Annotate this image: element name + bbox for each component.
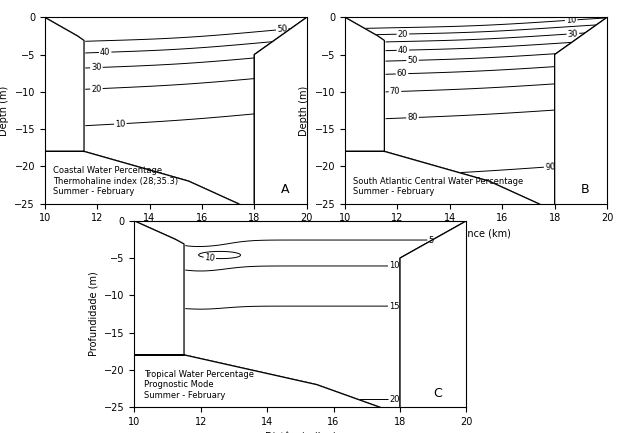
Y-axis label: Depth (m): Depth (m)	[0, 85, 9, 136]
Text: 50: 50	[277, 25, 288, 35]
X-axis label: Distance (km): Distance (km)	[141, 229, 210, 239]
Text: Tropical Water Percentage
Prognostic Mode
Summer - February: Tropical Water Percentage Prognostic Mod…	[144, 370, 254, 400]
Text: 70: 70	[390, 87, 401, 96]
Text: 50: 50	[407, 56, 418, 65]
Text: 20: 20	[397, 29, 408, 39]
Text: 40: 40	[100, 48, 111, 57]
Text: 10: 10	[115, 119, 126, 129]
Y-axis label: Profundidade (m): Profundidade (m)	[88, 271, 98, 356]
Text: 15: 15	[389, 302, 399, 310]
Text: 30: 30	[567, 29, 578, 39]
Text: 20: 20	[91, 84, 102, 94]
Text: 40: 40	[397, 45, 408, 55]
X-axis label: Distance (km): Distance (km)	[442, 229, 511, 239]
Text: 30: 30	[91, 63, 102, 72]
Text: 5: 5	[428, 236, 433, 245]
Text: 60: 60	[397, 69, 408, 78]
Text: C: C	[433, 387, 442, 400]
Text: 10: 10	[389, 262, 399, 271]
Text: B: B	[581, 183, 589, 196]
Text: 20: 20	[389, 395, 399, 404]
Text: South Atlantic Central Water Percentage
Summer - February: South Atlantic Central Water Percentage …	[353, 177, 523, 196]
Text: Coastal Water Percentage
Thermohaline index (28;35.3)
Summer - February: Coastal Water Percentage Thermohaline in…	[52, 166, 178, 196]
Text: 10: 10	[566, 15, 576, 25]
Text: 90: 90	[544, 162, 556, 171]
Text: 10: 10	[204, 253, 215, 263]
Text: A: A	[281, 183, 289, 196]
X-axis label: Distância (km): Distância (km)	[265, 432, 336, 433]
Text: 80: 80	[407, 113, 418, 123]
Y-axis label: Depth (m): Depth (m)	[299, 85, 309, 136]
